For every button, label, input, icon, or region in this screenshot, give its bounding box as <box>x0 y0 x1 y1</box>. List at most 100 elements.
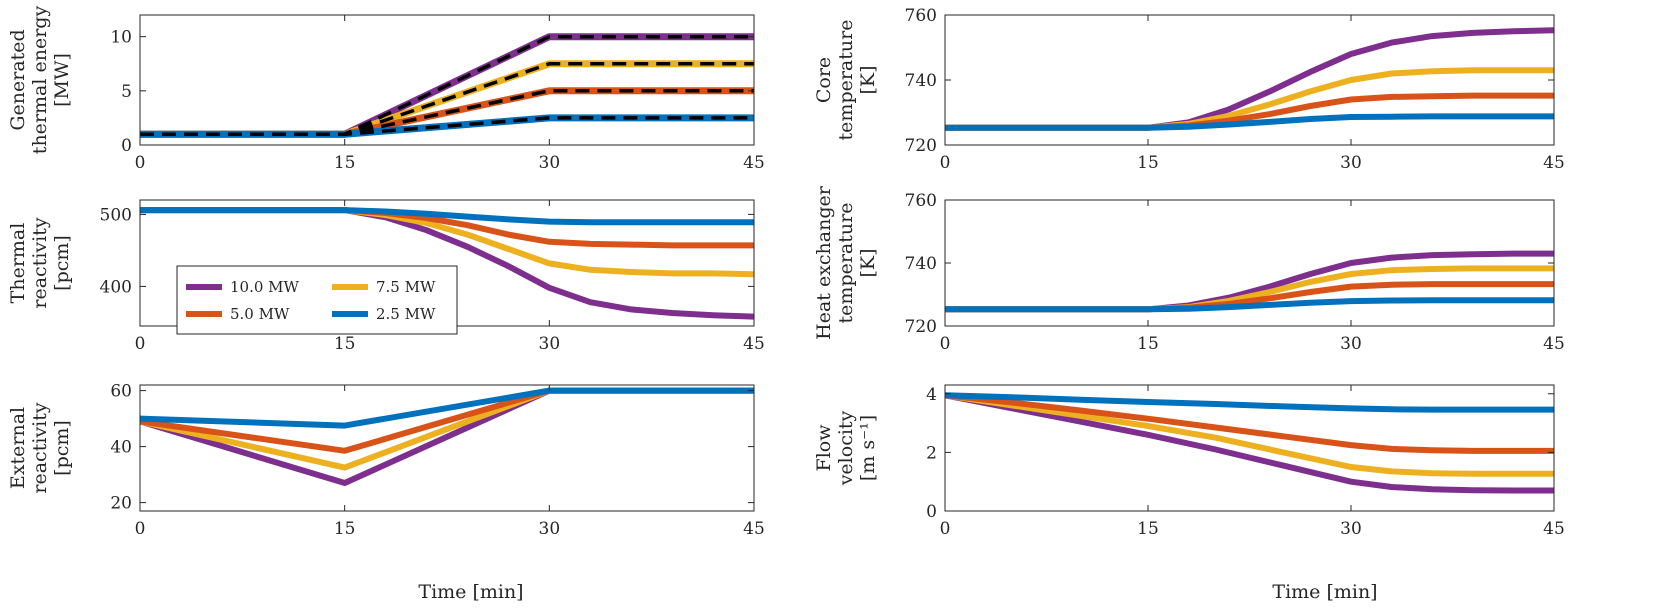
y-tick-label-hx-2: 760 <box>905 191 937 211</box>
series-line-external-1 <box>140 387 754 471</box>
y-axis-label-line: velocity <box>835 410 857 486</box>
y-tick-label-thermal-0: 400 <box>100 277 132 297</box>
axes-box-gen <box>139 14 755 146</box>
chart-core: 0 15 30 45 720 740 760 Coretemperature[K] <box>813 6 1565 173</box>
y-axis-label-line: thermal energy <box>29 6 51 155</box>
y-tick-label-gen-2: 10 <box>110 28 132 48</box>
y-axis-label-line: Flow <box>813 424 835 472</box>
y-axis-label-line: temperature <box>835 20 857 141</box>
reference-line-3 <box>140 116 754 136</box>
x-tick-label-external-0: 0 <box>135 519 146 539</box>
legend-label-10mw: 10.0 MW <box>230 278 300 296</box>
y-tick-label-thermal-1: 500 <box>100 205 132 225</box>
x-tick-label-thermal-0: 0 <box>135 334 146 354</box>
chart-hx: 0 15 30 45 720 740 760 Heat exchangertemperatur… <box>813 185 1565 354</box>
x-tick-label-flow-0: 0 <box>940 519 951 539</box>
series-line-core-3 <box>945 113 1554 131</box>
y-tick-label-hx-0: 720 <box>905 317 937 337</box>
y-tick-label-flow-1: 2 <box>926 443 937 463</box>
x-tick-label-external-1: 15 <box>334 519 356 539</box>
y-axis-label-line: External <box>7 407 29 489</box>
y-axis-label-line: [pcm] <box>51 235 73 291</box>
legend-label-7-5mw: 7.5 MW <box>376 278 436 296</box>
y-axis-label-line: [MW] <box>51 53 73 107</box>
y-axis-label-line: Heat exchanger <box>813 185 835 340</box>
y-axis-label-flow: Flowvelocity[m s⁻¹] <box>813 410 879 486</box>
x-tick-label-gen-3: 45 <box>743 153 765 173</box>
reference-line-2 <box>140 89 754 136</box>
y-axis-label-line: [K] <box>857 248 879 277</box>
legend-box <box>176 265 458 335</box>
plots-layer: 0 15 30 45 0 5 10 Generatedthermal energy[MW] 0 1… <box>7 6 1565 539</box>
y-axis-label-line: Generated <box>7 29 29 130</box>
y-tick-label-gen-0: 0 <box>121 136 132 156</box>
x-tick-label-gen-1: 15 <box>334 153 356 173</box>
y-axis-label-external: Externalreactivity[pcm] <box>7 402 73 493</box>
y-axis-label-line: Thermal <box>7 223 29 304</box>
axes-box-flow <box>944 384 1555 512</box>
series-group <box>945 27 1554 131</box>
x-tick-label-core-1: 15 <box>1137 153 1159 173</box>
y-tick-label-external-1: 40 <box>110 438 132 458</box>
y-tick-label-hx-1: 740 <box>905 254 937 274</box>
x-tick-label-flow-2: 30 <box>1340 519 1362 539</box>
x-tick-label-hx-3: 45 <box>1543 334 1565 354</box>
series-line-thermal-3 <box>140 207 754 226</box>
y-tick-label-flow-2: 4 <box>926 385 937 405</box>
series-line-flow-0 <box>945 392 1554 494</box>
y-axis-label-line: [m s⁻¹] <box>857 415 879 481</box>
y-axis-label-line: reactivity <box>29 402 51 493</box>
series-group <box>140 387 754 486</box>
y-axis-label-hx: Heat exchangertemperature[K] <box>813 185 879 340</box>
y-tick-label-core-1: 740 <box>905 71 937 91</box>
y-tick-label-external-0: 20 <box>110 494 132 514</box>
y-axis-label-line: [K] <box>857 65 879 94</box>
x-axis-label-left: Time [min] <box>418 581 523 603</box>
x-tick-label-thermal-2: 30 <box>539 334 561 354</box>
y-axis-label-line: Core <box>813 57 835 103</box>
y-axis-label-core: Coretemperature[K] <box>813 20 879 141</box>
series-line-gen-3 <box>140 114 754 138</box>
y-tick-label-gen-1: 5 <box>121 82 132 102</box>
chart-gen: 0 15 30 45 0 5 10 Generatedthermal energy[MW] <box>7 6 765 173</box>
x-tick-label-thermal-1: 15 <box>334 334 356 354</box>
x-tick-label-gen-2: 30 <box>539 153 561 173</box>
y-axis-label-line: temperature <box>835 203 857 324</box>
axes-box-external <box>139 384 755 512</box>
y-tick-label-core-0: 720 <box>905 136 937 156</box>
series-line-hx-3 <box>945 297 1554 313</box>
legend-label-5mw: 5.0 MW <box>230 305 290 323</box>
series-group <box>140 207 754 320</box>
x-tick-label-external-3: 45 <box>743 519 765 539</box>
x-tick-label-thermal-3: 45 <box>743 334 765 354</box>
y-axis-label-line: [pcm] <box>51 420 73 476</box>
x-tick-label-flow-3: 45 <box>1543 519 1565 539</box>
chart-flow: 0 15 30 45 0 2 4 Flowvelocity[m s⁻¹] <box>813 384 1565 539</box>
x-tick-label-hx-2: 30 <box>1340 334 1362 354</box>
x-axis-label-right: Time [min] <box>1272 581 1377 603</box>
y-axis-label-line: reactivity <box>29 217 51 308</box>
series-line-flow-3 <box>945 392 1554 413</box>
y-tick-label-external-2: 60 <box>110 382 132 402</box>
x-tick-label-external-2: 30 <box>539 519 561 539</box>
series-line-flow-1 <box>945 392 1554 477</box>
reference-line-0 <box>140 34 754 136</box>
x-tick-label-flow-1: 15 <box>1137 519 1159 539</box>
y-axis-label-gen: Generatedthermal energy[MW] <box>7 6 73 155</box>
x-tick-label-hx-1: 15 <box>1137 334 1159 354</box>
series-group <box>140 33 754 138</box>
series-line-external-3 <box>140 387 754 429</box>
reference-line-1 <box>140 62 754 136</box>
series-group <box>945 392 1554 494</box>
x-tick-label-core-3: 45 <box>1543 153 1565 173</box>
y-axis-label-thermal: Thermalreactivity[pcm] <box>7 217 73 308</box>
x-tick-label-hx-0: 0 <box>940 334 951 354</box>
series-group <box>945 250 1554 313</box>
x-tick-label-gen-0: 0 <box>135 153 146 173</box>
x-tick-label-core-0: 0 <box>940 153 951 173</box>
chart-external: 0 15 30 45 20 40 60 Externalreactivity[pcm] <box>7 382 765 539</box>
chart-thermal: 0 15 30 45 400 500 Thermalreactivity[pcm] <box>7 199 765 354</box>
y-tick-label-flow-0: 0 <box>926 502 937 522</box>
y-tick-label-core-2: 760 <box>905 6 937 26</box>
